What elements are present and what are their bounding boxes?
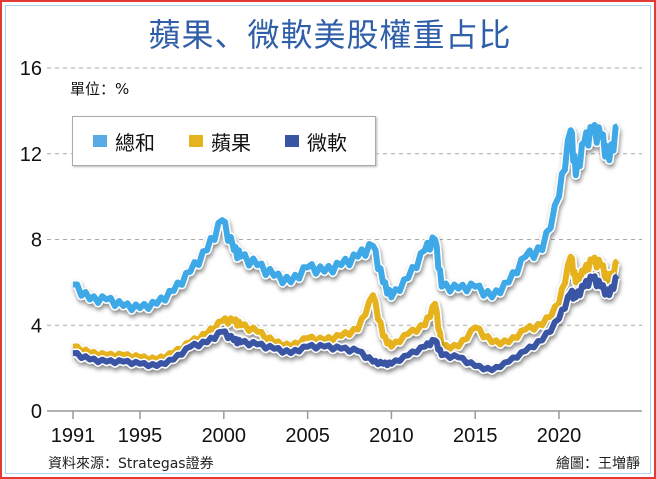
unit-label: 單位：% <box>70 80 130 98</box>
x-tick-label: 1991 <box>51 425 96 447</box>
y-tick-label: 12 <box>20 144 42 166</box>
chart-title: 蘋果、微軟美股權重占比 <box>148 16 512 54</box>
source-note: 資料來源：Strategas證券 <box>48 456 214 472</box>
legend-item-apple: 蘋果 <box>189 127 251 156</box>
legend-swatch <box>189 135 203 147</box>
series-line-0 <box>73 122 619 314</box>
x-tick-label: 2005 <box>285 425 330 447</box>
legend: 總和 蘋果 微軟 <box>72 116 376 166</box>
x-tick-label: 2020 <box>537 425 582 447</box>
chart-border <box>5 5 651 474</box>
legend-item-microsoft: 微軟 <box>285 127 347 156</box>
legend-label: 蘋果 <box>211 130 251 155</box>
legend-item-total: 總和 <box>93 127 155 156</box>
series-line-2 <box>72 273 620 374</box>
credit-note: 繪圖：王増靜 <box>556 456 640 472</box>
legend-swatch <box>285 135 299 147</box>
y-tick-label: 8 <box>31 230 42 252</box>
x-tick-label: 2015 <box>453 425 498 447</box>
legend-label: 總和 <box>115 130 155 155</box>
legend-swatch <box>93 135 107 147</box>
y-tick-label: 16 <box>20 58 42 80</box>
y-tick-label: 4 <box>31 315 42 337</box>
x-tick-label: 2000 <box>202 425 247 447</box>
legend-label: 微軟 <box>307 130 347 155</box>
y-tick-label: 0 <box>31 401 42 423</box>
x-tick-label: 2010 <box>369 425 414 447</box>
x-tick-label: 1995 <box>118 425 163 447</box>
